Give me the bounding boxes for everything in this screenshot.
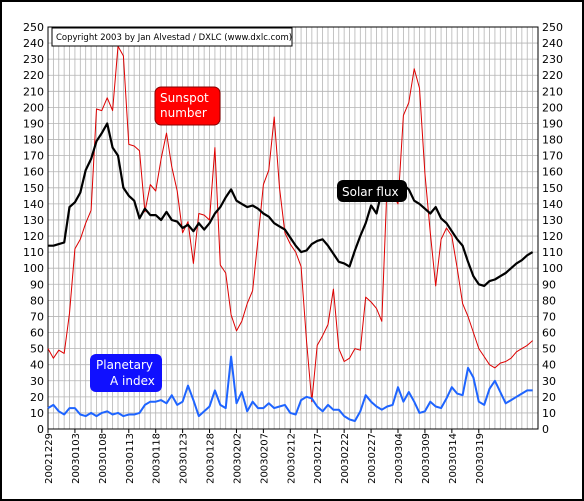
solar-flux-line bbox=[48, 122, 534, 287]
x-tick-label: 20030123 bbox=[179, 433, 190, 484]
y-tick-label-left: 60 bbox=[30, 327, 44, 340]
x-tick-label: 20030314 bbox=[448, 433, 459, 484]
y-tick-label-right: 70 bbox=[542, 310, 556, 323]
copyright-text: Copyright 2003 by Jan Alvestad / DXLC (w… bbox=[56, 33, 292, 43]
y-tick-label-left: 210 bbox=[23, 85, 44, 98]
y-tick-label-left: 130 bbox=[23, 214, 44, 227]
sunspot-label-line2: number bbox=[160, 106, 207, 120]
y-tick-label-right: 170 bbox=[542, 150, 563, 163]
a-index-label-box: Planetary A index bbox=[90, 354, 162, 392]
x-tick-label: 20030304 bbox=[394, 433, 405, 484]
y-tick-label-right: 210 bbox=[542, 85, 563, 98]
y-tick-label-left: 140 bbox=[23, 198, 44, 211]
x-tick-label: 20030202 bbox=[232, 433, 243, 484]
series-lines bbox=[47, 45, 534, 422]
x-tick-label: 20030319 bbox=[475, 433, 486, 484]
y-tick-label-left: 100 bbox=[23, 262, 44, 275]
y-tick-label-left: 160 bbox=[23, 166, 44, 179]
sunspot-label-box: Sunspot number bbox=[154, 86, 221, 126]
sunspot-label-line1: Sunspot bbox=[160, 91, 209, 105]
y-axis-right: 0 10 20 30 40 50 60 70 80 90 100 110 120 130 140 150 160… bbox=[542, 21, 563, 436]
y-tick-label-right: 30 bbox=[542, 375, 556, 388]
y-tick-label-left: 190 bbox=[23, 117, 44, 130]
x-tick-label: 20030108 bbox=[98, 433, 109, 484]
y-tick-label-left: 30 bbox=[30, 375, 44, 388]
y-tick-label-left: 50 bbox=[30, 343, 44, 356]
y-tick-label-left: 250 bbox=[23, 21, 44, 34]
y-tick-label-right: 100 bbox=[542, 262, 563, 275]
y-tick-label-right: 110 bbox=[542, 246, 563, 259]
x-tick-label: 20030207 bbox=[259, 433, 270, 484]
y-tick-label-right: 20 bbox=[542, 391, 556, 404]
x-tick-label: 20030128 bbox=[206, 433, 217, 484]
x-tick-label: 20030212 bbox=[286, 433, 297, 484]
x-axis: 20021229 20030103 20030108 20030113 20030118… bbox=[44, 429, 486, 484]
y-tick-label-left: 10 bbox=[30, 407, 44, 420]
x-tick-label: 20030227 bbox=[367, 433, 378, 484]
y-tick-label-left: 70 bbox=[30, 310, 44, 323]
y-tick-label-right: 0 bbox=[542, 423, 549, 436]
y-tick-label-left: 0 bbox=[37, 423, 44, 436]
a-index-label-line2: A index bbox=[110, 374, 155, 388]
y-tick-label-right: 220 bbox=[542, 69, 563, 82]
y-tick-label-right: 160 bbox=[542, 166, 563, 179]
y-tick-label-left: 20 bbox=[30, 391, 44, 404]
y-tick-label-left: 240 bbox=[23, 37, 44, 50]
x-tick-label: 20030103 bbox=[71, 433, 82, 484]
x-tick-label: 20030217 bbox=[313, 433, 324, 484]
x-tick-label: 20021229 bbox=[44, 433, 55, 484]
y-tick-label-right: 130 bbox=[542, 214, 563, 227]
y-tick-label-left: 80 bbox=[30, 294, 44, 307]
copyright-box: Copyright 2003 by Jan Alvestad / DXLC (w… bbox=[51, 27, 293, 47]
y-tick-label-right: 190 bbox=[542, 117, 563, 130]
y-tick-label-left: 120 bbox=[23, 230, 44, 243]
y-tick-label-left: 110 bbox=[23, 246, 44, 259]
y-tick-label-right: 200 bbox=[542, 101, 563, 114]
sunspot-line bbox=[47, 45, 533, 403]
solar-flux-label: Solar flux bbox=[342, 185, 399, 199]
x-tick-label: 20030309 bbox=[421, 433, 432, 484]
x-tick-label: 20030118 bbox=[152, 433, 163, 484]
y-tick-label-right: 10 bbox=[542, 407, 556, 420]
y-tick-label-right: 150 bbox=[542, 182, 563, 195]
y-tick-label-right: 40 bbox=[542, 359, 556, 372]
y-tick-label-right: 240 bbox=[542, 37, 563, 50]
y-tick-label-left: 90 bbox=[30, 278, 44, 291]
y-tick-label-left: 150 bbox=[23, 182, 44, 195]
y-tick-label-right: 180 bbox=[542, 134, 563, 147]
x-tick-label: 20030222 bbox=[340, 433, 351, 484]
y-tick-label-left: 230 bbox=[23, 53, 44, 66]
y-tick-label-right: 140 bbox=[542, 198, 563, 211]
x-tick-label: 20030113 bbox=[125, 433, 136, 484]
y-tick-label-right: 250 bbox=[542, 21, 563, 34]
y-tick-label-left: 170 bbox=[23, 150, 44, 163]
y-tick-label-right: 60 bbox=[542, 327, 556, 340]
a-index-line bbox=[47, 355, 533, 422]
y-axis-left: 0 10 20 30 40 50 60 70 80 90 100 110 120 130 140 150 160… bbox=[23, 21, 44, 436]
y-tick-label-right: 230 bbox=[542, 53, 563, 66]
solar-flux-label-box: Solar flux bbox=[337, 180, 407, 202]
y-tick-label-right: 50 bbox=[542, 343, 556, 356]
y-tick-label-left: 220 bbox=[23, 69, 44, 82]
y-tick-label-right: 120 bbox=[542, 230, 563, 243]
y-tick-label-right: 90 bbox=[542, 278, 556, 291]
y-tick-label-left: 180 bbox=[23, 134, 44, 147]
plot-area bbox=[47, 26, 539, 430]
a-index-label-line1: Planetary bbox=[96, 358, 153, 372]
y-tick-label-right: 80 bbox=[542, 294, 556, 307]
y-tick-label-left: 200 bbox=[23, 101, 44, 114]
y-tick-label-left: 40 bbox=[30, 359, 44, 372]
